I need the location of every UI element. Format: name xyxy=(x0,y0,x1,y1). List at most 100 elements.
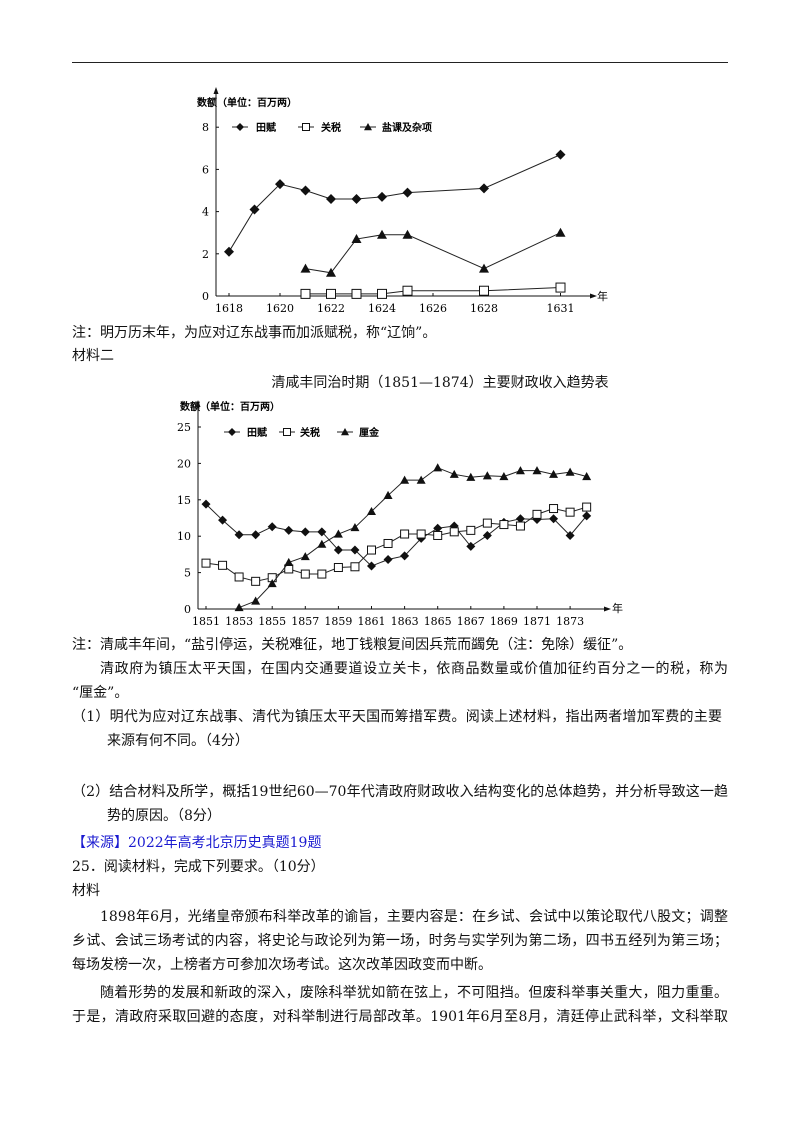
data-point-diamond xyxy=(377,191,387,202)
data-point-diamond xyxy=(300,185,311,196)
y-tick-label: 25 xyxy=(177,421,191,434)
legend-marker-square-icon xyxy=(283,428,291,436)
legend-label: 田赋 xyxy=(256,121,276,134)
question-1-line-2: 来源有何不同。（4分） xyxy=(107,733,249,749)
y-axis-arrow-icon xyxy=(213,87,219,94)
question-2-line-1: （2）结合材料及所学，概括19世纪60—70年代清政府财政收入结构变化的总体趋势… xyxy=(72,784,728,800)
paragraph-reform-3: 每场发榜一次，上榜者方可参加次场考试。这次改革因政变而中断。 xyxy=(72,957,492,973)
data-point-triangle xyxy=(466,472,476,481)
paragraph-reform-1: 1898年6月，光绪皇帝颁布科举改革的谕旨，主要内容是：在乡试、会试中以策论取代… xyxy=(100,909,728,925)
y-tick-label: 4 xyxy=(202,206,209,219)
question-1-line-1: （1）明代为应对辽东战事、清代为镇压太平天国而筹措军费。阅读上述材料，指出两者增… xyxy=(72,709,722,725)
legend-marker-square-icon xyxy=(302,123,310,131)
y-tick-label: 0 xyxy=(184,603,191,616)
data-point-square xyxy=(377,288,387,299)
data-point-diamond xyxy=(300,527,310,537)
x-tick-label: 1620 xyxy=(266,302,294,315)
data-point-triangle xyxy=(400,475,410,484)
note-1: 注：明万历末年，为应对辽东战事而加派赋税，称“辽饷”。 xyxy=(72,325,437,341)
legend-marker-triangle-icon xyxy=(341,428,349,436)
data-point-triangle xyxy=(351,234,362,244)
x-axis-unit: 年 xyxy=(612,601,623,615)
data-point-triangle xyxy=(402,229,413,239)
data-point-diamond xyxy=(218,515,228,525)
data-point-square xyxy=(582,502,592,512)
x-tick-label: 1861 xyxy=(358,615,386,628)
material-label: 材料 xyxy=(72,883,100,899)
data-point-square xyxy=(317,569,327,579)
data-point-diamond xyxy=(326,193,336,204)
y-tick-label: 5 xyxy=(184,567,191,580)
data-point-triangle xyxy=(333,529,343,538)
data-point-diamond xyxy=(201,499,211,509)
data-point-triangle xyxy=(251,596,261,605)
data-point-triangle xyxy=(532,466,542,475)
x-tick-label: 1855 xyxy=(258,615,286,628)
x-tick-label: 1628 xyxy=(470,302,498,315)
data-point-triangle xyxy=(499,472,509,481)
data-point-triangle xyxy=(582,472,592,481)
series-line-2 xyxy=(205,506,587,582)
paragraph-lijin-2: “厘金”。 xyxy=(72,685,129,701)
data-point-square xyxy=(565,507,575,517)
data-point-triangle xyxy=(416,475,426,484)
data-point-diamond xyxy=(249,204,260,215)
legend-marker-triangle-icon xyxy=(364,123,372,131)
data-point-triangle xyxy=(317,539,327,548)
question-2-line-2: 势的原因。（8分） xyxy=(107,808,221,824)
x-axis-arrow-icon xyxy=(604,606,611,612)
data-point-triangle xyxy=(549,469,559,478)
data-point-square xyxy=(449,527,459,537)
data-point-square xyxy=(350,562,360,572)
data-point-diamond xyxy=(402,187,413,198)
legend-label: 关税 xyxy=(321,121,341,134)
data-point-triangle xyxy=(479,263,489,273)
data-point-square xyxy=(383,538,393,548)
data-point-triangle xyxy=(234,603,244,612)
legend-label: 田赋 xyxy=(247,426,267,439)
data-point-diamond xyxy=(251,530,261,540)
data-point-triangle xyxy=(326,267,336,277)
data-point-square xyxy=(234,572,244,582)
x-tick-label: 1871 xyxy=(523,615,551,628)
data-point-diamond xyxy=(479,183,489,194)
data-point-diamond xyxy=(466,541,476,551)
data-point-square xyxy=(499,520,509,530)
legend-label: 厘金 xyxy=(359,426,380,439)
data-point-diamond xyxy=(383,554,393,564)
data-point-diamond xyxy=(433,523,443,533)
series-line-3 xyxy=(238,467,587,609)
data-point-diamond xyxy=(234,530,244,540)
data-point-square xyxy=(433,530,443,540)
y-axis-label: 数额（单位：百万两） xyxy=(197,96,297,109)
x-tick-label: 1624 xyxy=(368,302,396,315)
data-point-diamond xyxy=(515,514,525,524)
source-link[interactable]: 【来源】2022年高考北京历史真题19题 xyxy=(72,835,322,851)
y-tick-label: 8 xyxy=(202,121,209,134)
data-point-diamond xyxy=(351,193,362,204)
data-point-square xyxy=(479,285,489,296)
data-point-square xyxy=(300,569,310,579)
data-point-triangle xyxy=(367,506,376,516)
chart-2-title: 清咸丰同治时期（1851—1874）主要财政收入趋势表 xyxy=(271,375,609,391)
data-point-diamond xyxy=(275,179,285,190)
y-tick-label: 6 xyxy=(202,163,209,176)
x-tick-label: 1853 xyxy=(225,615,253,628)
x-tick-label: 1867 xyxy=(457,615,485,628)
data-point-diamond xyxy=(482,530,492,540)
data-point-square xyxy=(532,509,542,519)
data-point-triangle xyxy=(433,463,443,472)
data-point-square xyxy=(482,518,492,528)
data-point-triangle xyxy=(267,579,277,588)
data-point-triangle xyxy=(350,522,360,532)
x-tick-label: 1622 xyxy=(317,302,345,315)
data-point-diamond xyxy=(555,149,566,160)
data-point-diamond xyxy=(267,522,277,532)
data-point-square xyxy=(333,563,343,573)
data-point-triangle xyxy=(383,490,393,500)
data-point-square xyxy=(201,558,211,568)
x-tick-label: 1618 xyxy=(215,302,243,315)
